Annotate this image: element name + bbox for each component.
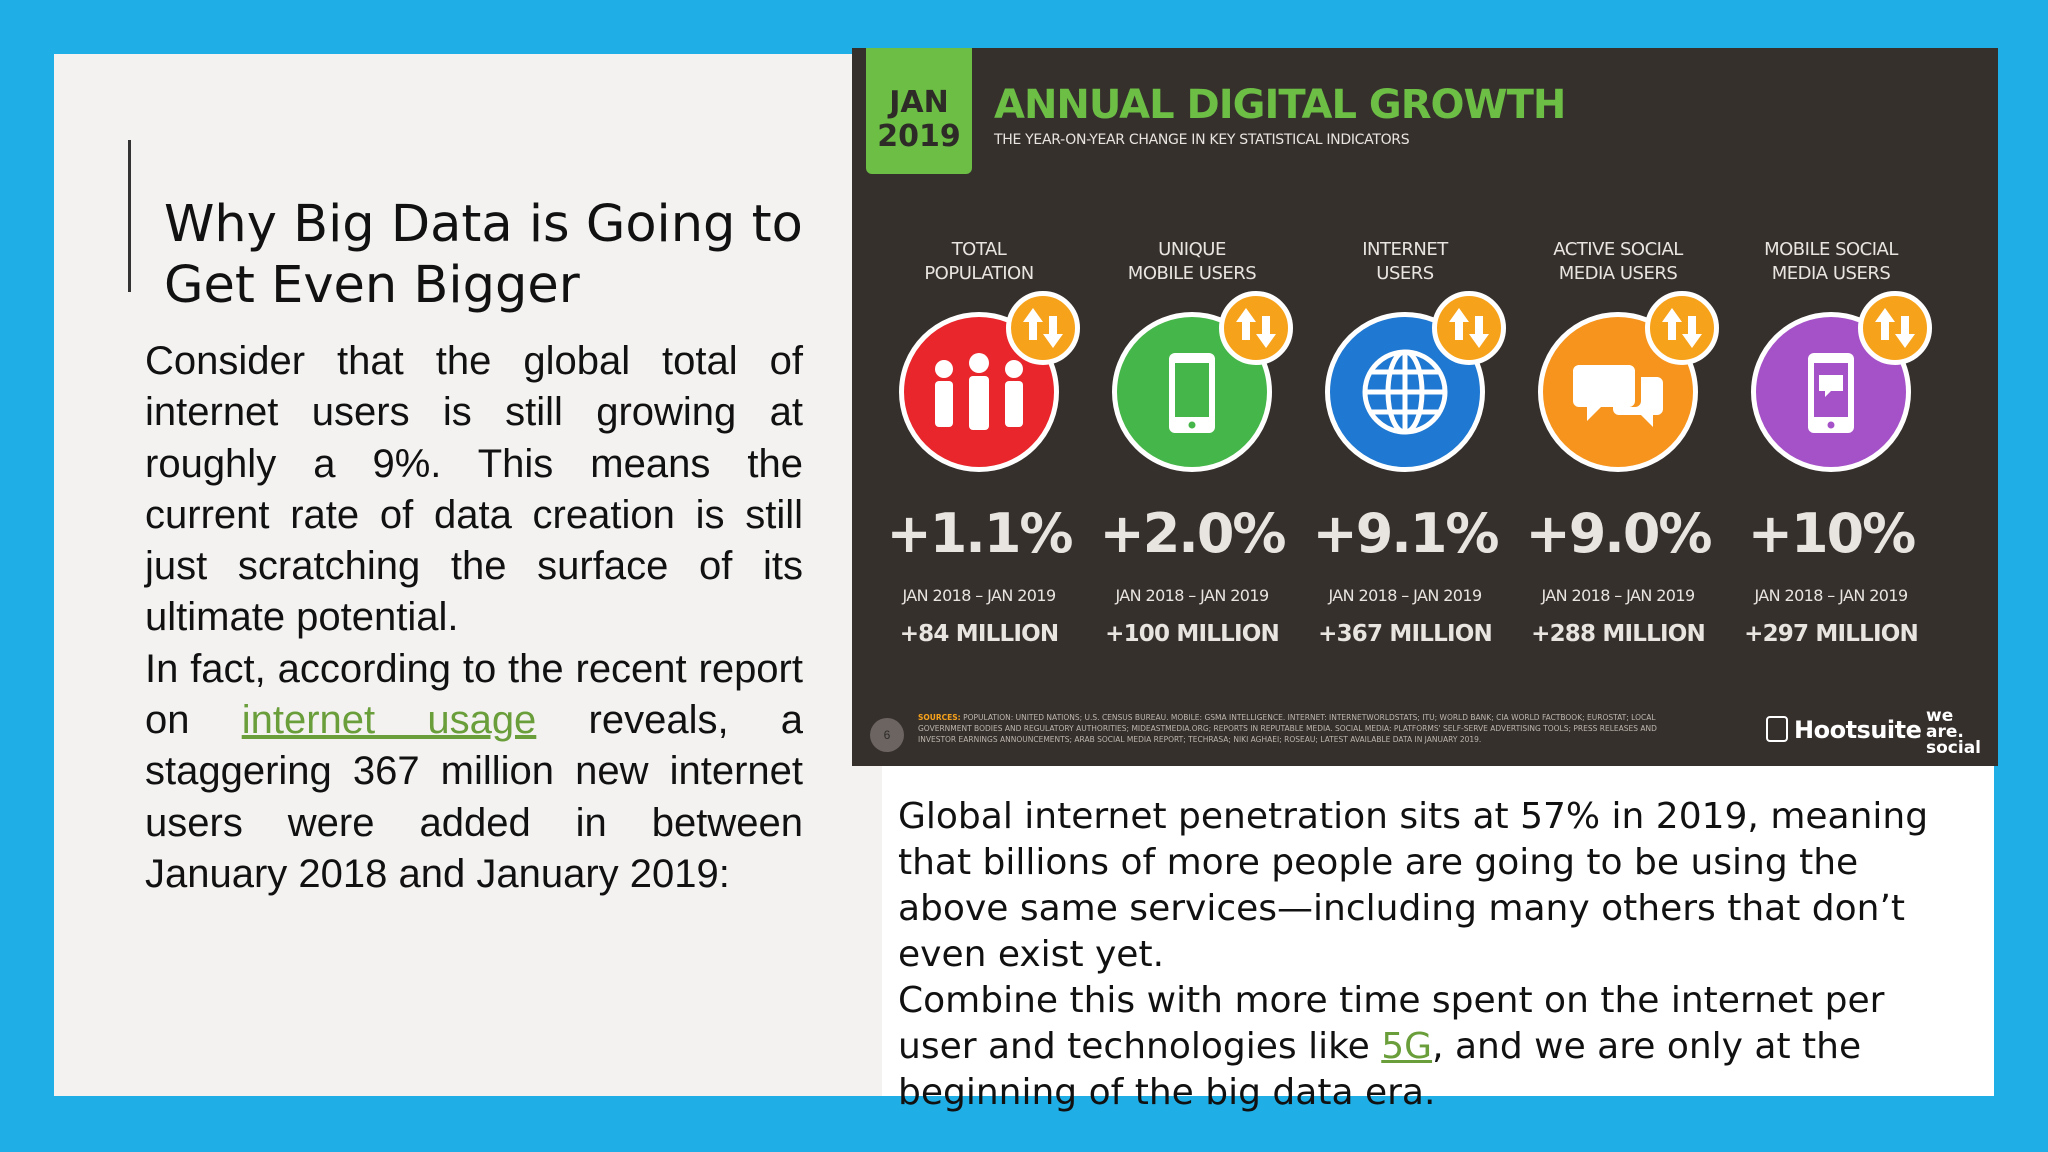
metric-active-social-media-users: ACTIVE SOCIAL MEDIA USERS +9.0% JAN 2018 … bbox=[1511, 238, 1725, 647]
metric-percent: +2.0% bbox=[1099, 502, 1286, 565]
growth-arrows-icon bbox=[1432, 291, 1506, 365]
metric-label: ACTIVE SOCIAL MEDIA USERS bbox=[1511, 238, 1725, 290]
metric-label-line-2: USERS bbox=[1376, 263, 1434, 284]
metric-delta: +100 MILLION bbox=[1105, 621, 1280, 647]
metric-label: UNIQUE MOBILE USERS bbox=[1085, 238, 1299, 290]
sources-label: SOURCES: bbox=[918, 713, 961, 722]
metric-label: MOBILE SOCIAL MEDIA USERS bbox=[1724, 238, 1938, 290]
metric-delta: +84 MILLION bbox=[899, 621, 1059, 647]
hootsuite-wordmark: Hootsuite bbox=[1794, 716, 1922, 744]
annual-digital-growth-infographic: JAN 2019 ANNUAL DIGITAL GROWTH THE YEAR-… bbox=[852, 48, 1998, 766]
metric-period: JAN 2018 – JAN 2019 bbox=[1754, 586, 1908, 605]
metric-label-line-2: POPULATION bbox=[924, 263, 1034, 284]
right-paragraph-1: Global internet penetration sits at 57% … bbox=[898, 796, 1929, 975]
metric-label-line-1: UNIQUE bbox=[1158, 239, 1226, 260]
right-paragraph-2-start: Combine this with more time spent on the… bbox=[898, 980, 1885, 1067]
left-paragraph-2: In fact, according to the recent report … bbox=[145, 644, 803, 900]
metric-delta: +297 MILLION bbox=[1744, 621, 1919, 647]
metric-percent: +1.1% bbox=[886, 502, 1073, 565]
mobile-chat-icon bbox=[1751, 291, 1932, 472]
date-year: 2019 bbox=[877, 119, 961, 154]
metric-label-line-1: INTERNET bbox=[1362, 239, 1448, 260]
owl-icon bbox=[1766, 716, 1788, 742]
metric-label-line-2: MEDIA USERS bbox=[1771, 263, 1891, 284]
metric-period: JAN 2018 – JAN 2019 bbox=[1328, 586, 1482, 605]
metric-label: TOTAL POPULATION bbox=[872, 238, 1086, 290]
sources-body: POPULATION: UNITED NATIONS; U.S. CENSUS … bbox=[918, 713, 1657, 744]
slide-title: Why Big Data is Going to Get Even Bigger bbox=[164, 195, 803, 316]
metric-percent: +10% bbox=[1747, 502, 1917, 565]
page-number-badge: 6 bbox=[870, 718, 904, 752]
chat-icon bbox=[1538, 291, 1719, 472]
internet-usage-link[interactable]: internet usage bbox=[241, 698, 537, 743]
metric-total-population: TOTAL POPULATION +1.1% JAN 2018 – JAN 201… bbox=[872, 238, 1086, 647]
metric-label: INTERNET USERS bbox=[1298, 238, 1512, 290]
people-icon bbox=[899, 291, 1080, 472]
left-paragraph-2-end: reveals, a staggering 367 million new in… bbox=[145, 698, 804, 896]
infographic-subtitle: THE YEAR-ON-YEAR CHANGE IN KEY STATISTIC… bbox=[994, 132, 1410, 148]
metric-label-line-2: MOBILE USERS bbox=[1127, 263, 1257, 284]
metric-period: JAN 2018 – JAN 2019 bbox=[1541, 586, 1695, 605]
sources-text: SOURCES: POPULATION: UNITED NATIONS; U.S… bbox=[918, 712, 1658, 745]
metric-delta: +288 MILLION bbox=[1531, 621, 1706, 647]
we-are-social-logo: we are. social bbox=[1926, 706, 1982, 758]
right-body-text: Global internet penetration sits at 57% … bbox=[898, 794, 1958, 1116]
metric-unique-mobile-users: UNIQUE MOBILE USERS +2.0% JAN 2018 – JAN … bbox=[1085, 238, 1299, 647]
growth-arrows-icon bbox=[1645, 291, 1719, 365]
infographic-title: ANNUAL DIGITAL GROWTH bbox=[994, 82, 1566, 128]
left-body-text: Consider that the global total of intern… bbox=[145, 336, 803, 900]
metric-delta: +367 MILLION bbox=[1318, 621, 1493, 647]
metric-percent: +9.0% bbox=[1525, 502, 1712, 565]
phone-icon bbox=[1112, 291, 1293, 472]
date-month: JAN bbox=[889, 85, 949, 120]
metric-internet-users: INTERNET USERS +9.1% JAN 2018 – JAN 2019 … bbox=[1298, 238, 1512, 647]
metric-label-line-2: MEDIA USERS bbox=[1558, 263, 1678, 284]
left-panel bbox=[54, 54, 882, 1096]
left-paragraph-2-start: In fact, according to the recent report … bbox=[145, 646, 803, 743]
metric-label-line-1: ACTIVE SOCIAL bbox=[1553, 239, 1683, 260]
metric-label-line-1: MOBILE SOCIAL bbox=[1764, 239, 1898, 260]
growth-arrows-icon bbox=[1006, 291, 1080, 365]
5g-link[interactable]: 5G bbox=[1381, 1026, 1433, 1067]
metric-period: JAN 2018 – JAN 2019 bbox=[1115, 586, 1269, 605]
right-paragraph-2: Combine this with more time spent on the… bbox=[898, 978, 1958, 1116]
metric-mobile-social-media-users: MOBILE SOCIAL MEDIA USERS +10% JAN 2018 –… bbox=[1724, 238, 1938, 647]
metric-label-line-1: TOTAL bbox=[951, 239, 1007, 260]
right-paragraph-2-end: , and we are only at the beginning of th… bbox=[898, 1026, 1862, 1113]
brand-line-3: social bbox=[1926, 738, 1982, 758]
metric-period: JAN 2018 – JAN 2019 bbox=[902, 586, 1056, 605]
date-tab: JAN 2019 bbox=[866, 48, 972, 174]
globe-icon bbox=[1325, 291, 1506, 472]
growth-arrows-icon bbox=[1858, 291, 1932, 365]
left-paragraph-1: Consider that the global total of intern… bbox=[145, 339, 803, 640]
brand-line-2: are. bbox=[1926, 722, 1964, 742]
brand-line-1: we bbox=[1926, 706, 1954, 726]
hootsuite-logo: Hootsuite bbox=[1766, 716, 1922, 744]
title-accent-bar bbox=[128, 140, 131, 292]
metric-percent: +9.1% bbox=[1312, 502, 1499, 565]
growth-arrows-icon bbox=[1219, 291, 1293, 365]
